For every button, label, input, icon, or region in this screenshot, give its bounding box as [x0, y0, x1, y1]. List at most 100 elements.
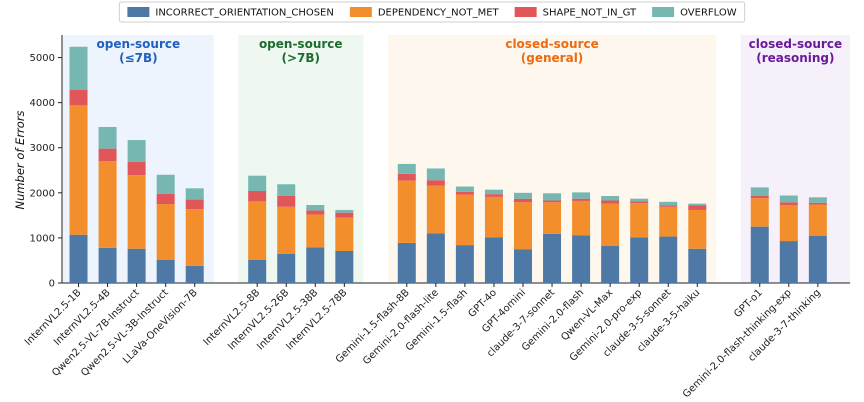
- bar-segment-overflow: [127, 140, 146, 162]
- y-tick-label: 4000: [30, 98, 55, 109]
- bar-stack: [127, 140, 146, 283]
- legend-swatch: [652, 7, 675, 17]
- bar-segment-incorrect-orientation-chosen: [69, 234, 88, 283]
- bar-segment-shape-not-in-gt: [156, 193, 175, 205]
- bar-segment-incorrect-orientation-chosen: [248, 260, 267, 283]
- bar-segment-dependency-not-met: [98, 161, 117, 248]
- bar-segment-incorrect-orientation-chosen: [601, 246, 620, 283]
- bar-segment-dependency-not-met: [513, 202, 532, 250]
- group-subtitle: (>7B): [281, 51, 320, 65]
- bar-segment-shape-not-in-gt: [484, 194, 503, 197]
- bar-segment-incorrect-orientation-chosen: [98, 247, 117, 283]
- bar-segment-shape-not-in-gt: [306, 210, 325, 215]
- bar-stack: [688, 203, 707, 283]
- bar-segment-shape-not-in-gt: [69, 90, 88, 106]
- bar-segment-incorrect-orientation-chosen: [426, 233, 445, 283]
- y-axis-label: Number of Errors: [13, 110, 27, 209]
- bar-stack: [306, 204, 325, 283]
- bar-segment-overflow: [572, 192, 591, 199]
- bar-segment-shape-not-in-gt: [397, 173, 416, 181]
- bar-segment-incorrect-orientation-chosen: [630, 237, 649, 283]
- bar-segment-incorrect-orientation-chosen: [127, 248, 146, 283]
- bar-segment-incorrect-orientation-chosen: [659, 236, 678, 283]
- bar-segment-incorrect-orientation-chosen: [543, 233, 562, 283]
- legend-swatch: [127, 7, 150, 17]
- bar-segment-shape-not-in-gt: [426, 180, 445, 186]
- y-tick-label: 5000: [30, 53, 55, 64]
- bar-segment-dependency-not-met: [779, 204, 798, 242]
- bar-segment-shape-not-in-gt: [630, 201, 649, 204]
- bar-stack: [426, 168, 445, 283]
- bar-segment-overflow: [688, 203, 707, 206]
- y-tick-label: 1000: [30, 233, 55, 244]
- bar-segment-dependency-not-met: [601, 203, 620, 247]
- bar-segment-incorrect-orientation-chosen: [156, 260, 175, 283]
- bar-segment-shape-not-in-gt: [808, 202, 827, 205]
- bar-segment-incorrect-orientation-chosen: [455, 245, 474, 283]
- bar-stack: [397, 163, 416, 283]
- bar-segment-incorrect-orientation-chosen: [306, 247, 325, 283]
- bar-segment-incorrect-orientation-chosen: [808, 235, 827, 283]
- bar-segment-dependency-not-met: [306, 214, 325, 248]
- bar-segment-shape-not-in-gt: [513, 198, 532, 203]
- bar-stack: [455, 186, 474, 283]
- bar-stack: [572, 192, 591, 283]
- bar-segment-dependency-not-met: [572, 200, 591, 236]
- bar-segment-overflow: [659, 201, 678, 206]
- bar-stack: [630, 198, 649, 283]
- bar-stack: [185, 188, 204, 283]
- bar-segment-dependency-not-met: [455, 194, 474, 246]
- bar-segment-dependency-not-met: [335, 217, 354, 251]
- bar-segment-overflow: [808, 197, 827, 203]
- bar-segment-dependency-not-met: [248, 201, 267, 261]
- legend: INCORRECT_ORIENTATION_CHOSEN DEPENDENCY_N…: [118, 1, 746, 23]
- bar-stack: [335, 209, 354, 283]
- bar-stack: [601, 195, 620, 283]
- bar-segment-incorrect-orientation-chosen: [750, 226, 769, 283]
- bar-segment-shape-not-in-gt: [750, 195, 769, 199]
- bar-segment-dependency-not-met: [630, 203, 649, 238]
- bar-stack: [248, 175, 267, 283]
- bar-stack: [277, 184, 296, 283]
- group-title: closed-source: [749, 37, 842, 51]
- bar-segment-shape-not-in-gt: [572, 198, 591, 201]
- bar-segment-shape-not-in-gt: [277, 195, 296, 207]
- bar-segment-overflow: [779, 195, 798, 203]
- y-tick-label: 3000: [30, 143, 55, 154]
- bar-segment-overflow: [513, 192, 532, 199]
- bar-segment-shape-not-in-gt: [779, 202, 798, 205]
- group-title: open-source: [97, 37, 181, 51]
- y-tick-label: 0: [49, 279, 55, 290]
- bar-segment-shape-not-in-gt: [688, 205, 707, 210]
- bar-segment-overflow: [156, 174, 175, 194]
- bar-segment-shape-not-in-gt: [185, 199, 204, 210]
- bar-segment-overflow: [601, 195, 620, 201]
- group-titles: open-source(≤7B)open-source(>7B)closed-s…: [97, 37, 843, 65]
- bar-segment-incorrect-orientation-chosen: [513, 249, 532, 283]
- bar-segment-overflow: [277, 184, 296, 196]
- bar-segment-dependency-not-met: [397, 180, 416, 243]
- bar-segment-incorrect-orientation-chosen: [779, 241, 798, 283]
- bar-segment-overflow: [185, 188, 204, 200]
- bar-segment-shape-not-in-gt: [659, 205, 678, 207]
- bar-segment-dependency-not-met: [69, 105, 88, 235]
- bar-segment-overflow: [397, 163, 416, 174]
- bar-segment-overflow: [335, 209, 354, 213]
- x-tick-label: Gemini-2.0-flash-thinking-exp: [681, 287, 794, 400]
- bar-segment-dependency-not-met: [484, 196, 503, 238]
- bar-segment-dependency-not-met: [426, 185, 445, 234]
- bar-segment-shape-not-in-gt: [601, 200, 620, 204]
- bar-segment-overflow: [306, 204, 325, 211]
- bar-segment-dependency-not-met: [156, 204, 175, 261]
- bar-segment-overflow: [484, 189, 503, 195]
- bar-stack: [513, 192, 532, 283]
- legend-label: INCORRECT_ORIENTATION_CHOSEN: [155, 8, 333, 19]
- group-subtitle: (≤7B): [119, 51, 158, 65]
- bars: [69, 46, 827, 283]
- bar-segment-overflow: [750, 187, 769, 196]
- bar-segment-shape-not-in-gt: [543, 200, 562, 203]
- bar-segment-overflow: [69, 46, 88, 91]
- bar-stack: [156, 174, 175, 283]
- bar-segment-dependency-not-met: [808, 204, 827, 236]
